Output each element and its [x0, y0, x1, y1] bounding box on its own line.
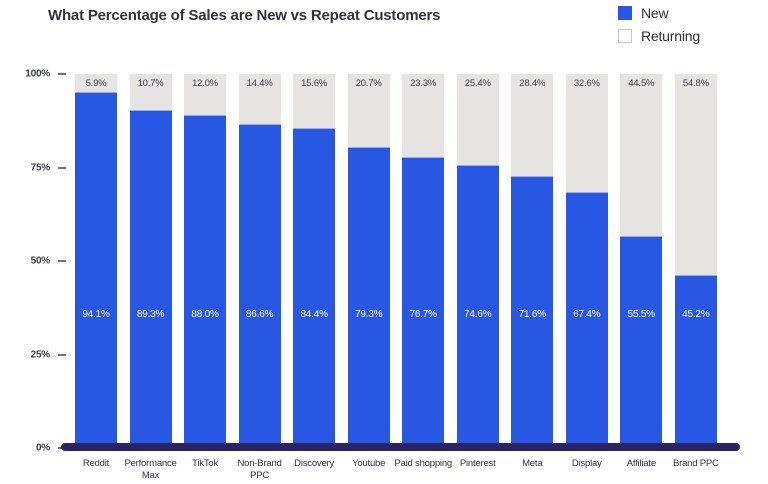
bar-segment-new[interactable] — [456, 165, 499, 448]
x-category-label-non-brand-ppc: Non-Brand PPC — [237, 458, 282, 481]
legend-label-new: New — [641, 5, 669, 21]
new-value-label: 45.2% — [682, 309, 710, 320]
legend: New Returning — [618, 5, 700, 44]
bar-segment-returning[interactable]: 20.7% — [347, 74, 390, 152]
returning-value-label: 23.3% — [410, 78, 437, 89]
returning-value-label: 32.6% — [573, 78, 600, 89]
bar-segment-new[interactable] — [238, 123, 281, 448]
x-category-label-pinterest: Pinterest — [459, 458, 496, 469]
bar-column-meta: 28.4% 71.6% Meta — [511, 74, 554, 469]
returning-value-label: 10.7% — [137, 78, 164, 89]
bar-segment-returning[interactable]: 5.9% — [75, 74, 117, 97]
x-category-label-tiktok: TikTok — [192, 458, 219, 469]
new-value-label: 84.4% — [300, 309, 328, 320]
y-tick-label: 25% — [30, 349, 51, 360]
bar-column-paid-shopping: 23.3% 76.7% Paid shopping — [394, 74, 452, 469]
x-category-label-reddit: Reddit — [82, 458, 110, 469]
bar-column-affiliate: 44.5% 55.5% Affiliate — [620, 74, 663, 469]
x-category-label-youtube: Youtube — [352, 458, 386, 469]
new-value-label: 88.0% — [191, 309, 219, 320]
returning-value-label: 28.4% — [519, 78, 546, 89]
returning-value-label: 54.8% — [682, 78, 709, 89]
y-tick-mark — [58, 73, 66, 75]
new-value-label: 79.3% — [354, 309, 383, 320]
bar-segment-new[interactable] — [674, 274, 717, 448]
returning-value-label: 44.5% — [628, 78, 655, 89]
y-tick-label: 0% — [35, 442, 50, 454]
bar-segment-returning[interactable]: 44.5% — [620, 74, 663, 241]
bar-segment-returning[interactable]: 54.8% — [674, 74, 717, 279]
legend-swatch-new-icon — [618, 6, 632, 20]
new-value-label: 67.4% — [573, 309, 601, 320]
returning-value-label: 14.4% — [246, 78, 273, 89]
bar-column-non-brand-ppc: 14.4% 86.6% Non-Brand PPC — [238, 74, 282, 481]
bar-column-pinterest: 25.4% 74.6% Pinterest — [456, 74, 499, 469]
bar-segment-new[interactable] — [293, 128, 336, 448]
bar-segment-new[interactable] — [402, 157, 445, 448]
bar-column-discovery: 15.6% 84.4% Discovery — [293, 74, 336, 469]
bar-segment-returning[interactable]: 15.6% — [293, 74, 336, 133]
returning-value-label: 5.9% — [85, 78, 107, 89]
new-value-label: 76.7% — [409, 309, 438, 320]
bar-column-reddit: 5.9% 94.1% Reddit — [75, 74, 117, 469]
bar-segment-returning[interactable]: 32.6% — [565, 74, 608, 196]
bar-segment-new[interactable] — [75, 92, 117, 448]
bar-segment-returning[interactable]: 12.0% — [184, 74, 227, 119]
y-tick-label: 50% — [30, 255, 51, 267]
legend-item-new[interactable]: New — [618, 5, 700, 21]
bar-column-brand-ppc: 54.8% 45.2% Brand PPC — [673, 74, 719, 469]
bar-segment-new[interactable] — [565, 191, 608, 448]
bar-column-youtube: 20.7% 79.3% Youtube — [347, 74, 390, 469]
bar-segment-returning[interactable]: 14.4% — [238, 74, 281, 128]
x-category-label-affiliate: Affiliate — [626, 458, 656, 469]
x-category-label-brand-ppc: Brand PPC — [672, 458, 719, 469]
x-category-label-display: Display — [571, 458, 602, 469]
new-value-label: 74.6% — [464, 309, 492, 320]
bar-segment-new[interactable] — [347, 147, 390, 448]
bar-segment-returning[interactable]: 23.3% — [402, 74, 445, 162]
new-value-label: 94.1% — [82, 309, 110, 320]
new-value-label: 86.6% — [245, 309, 274, 320]
x-category-label-meta: Meta — [522, 458, 543, 469]
legend-swatch-returning-icon — [618, 29, 632, 43]
y-axis: 100% 75% 50% 25% 0% — [0, 69, 70, 454]
returning-value-label: 25.4% — [464, 78, 491, 89]
bar-segment-new[interactable] — [184, 114, 227, 448]
legend-label-returning: Returning — [641, 28, 700, 44]
bar-segment-new[interactable] — [511, 176, 554, 448]
y-tick-mark — [58, 260, 66, 262]
bar-segment-returning[interactable]: 28.4% — [511, 74, 554, 181]
y-tick-mark — [58, 166, 66, 169]
bar-segment-new[interactable] — [129, 110, 172, 448]
bar-segment-returning[interactable]: 25.4% — [456, 74, 499, 169]
y-tick-mark — [58, 353, 66, 356]
bar-segment-new[interactable] — [620, 236, 663, 448]
bar-column-performance-max: 10.7% 89.3% Performance Max — [124, 74, 177, 481]
new-value-label: 89.3% — [136, 309, 165, 320]
returning-value-label: 12.0% — [192, 78, 219, 89]
new-value-label: 71.6% — [518, 309, 547, 320]
returning-value-label: 20.7% — [355, 78, 382, 89]
x-category-label-discovery: Discovery — [294, 458, 335, 469]
chart-title: What Percentage of Sales are New vs Repe… — [48, 7, 441, 24]
y-tick-label: 75% — [30, 162, 51, 173]
x-category-label-performance-max: Performance Max — [124, 458, 177, 481]
legend-item-returning[interactable]: Returning — [618, 28, 700, 44]
returning-value-label: 15.6% — [301, 78, 328, 89]
plot-area: 5.9% 94.1% Reddit 10.7% 89.3% Performance Max… — [75, 74, 719, 481]
x-category-label-paid-shopping: Paid shopping — [394, 458, 452, 469]
bar-column-display: 32.6% 67.4% Display — [565, 74, 608, 469]
bar-segment-returning[interactable]: 10.7% — [129, 74, 172, 115]
new-value-label: 55.5% — [627, 309, 656, 320]
bar-column-tiktok: 12.0% 88.0% TikTok — [184, 74, 227, 469]
x-axis-baseline — [61, 443, 740, 451]
y-tick-label: 100% — [25, 68, 50, 80]
